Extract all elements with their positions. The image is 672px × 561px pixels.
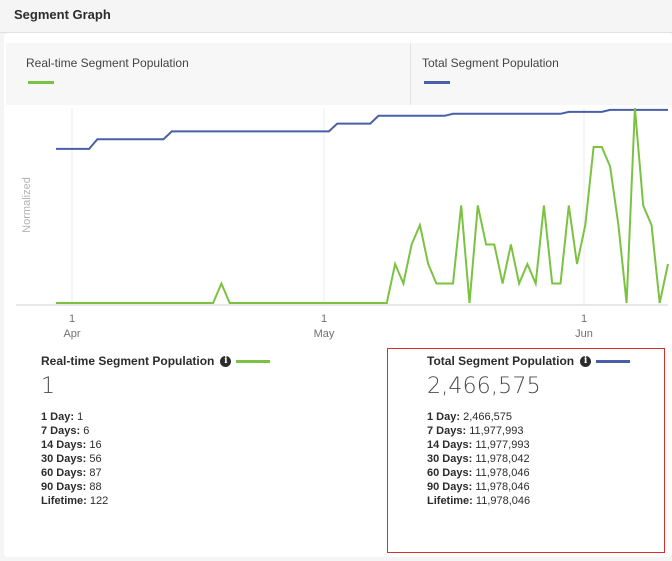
legend-divider: [410, 43, 411, 105]
panel-title: Segment Graph: [14, 7, 111, 22]
panel-header: Segment Graph: [0, 0, 672, 33]
stat-row: Lifetime: 122: [41, 495, 109, 507]
stat-row: 60 Days: 87: [41, 467, 102, 479]
stat-row: 14 Days: 16: [41, 439, 102, 451]
segment-graph-card: [4, 33, 672, 557]
legend-item-realtime[interactable]: Real-time Segment Population: [6, 43, 410, 105]
stat-row: 90 Days: 88: [41, 481, 102, 493]
stat-row: 7 Days: 6: [41, 425, 90, 437]
stat-row: 7 Days: 11,977,993: [427, 425, 524, 437]
legend-label-realtime: Real-time Segment Population: [26, 56, 189, 70]
stat-row: 30 Days: 11,978,042: [427, 453, 530, 465]
stat-row: 1 Day: 1: [41, 411, 84, 423]
stat-title-total: Total Segment Population i: [427, 354, 631, 368]
stat-title-total-text: Total Segment Population: [427, 354, 575, 368]
y-axis-label: Normalized: [21, 177, 33, 233]
stat-title-realtime: Real-time Segment Population i: [41, 354, 271, 368]
line-chart: Normalized 1 Apr 1 May 1 Jun: [16, 107, 669, 340]
stat-row: 30 Days: 56: [41, 453, 102, 465]
series-line-total: [56, 108, 668, 150]
x-tick-day: 1: [321, 313, 327, 325]
info-icon[interactable]: i: [220, 355, 232, 367]
stat-rows-realtime: 1 Day: 1 7 Days: 6 14 Days: 16 30 Days: …: [41, 410, 270, 508]
stat-line-swatch-total: [596, 359, 631, 363]
stat-value-realtime: 1: [41, 374, 56, 399]
x-tick-month: Jun: [575, 328, 593, 340]
stat-row: 90 Days: 11,978,046: [427, 481, 530, 493]
stat-row: 1 Day: 2,466,575: [427, 411, 513, 423]
legend-item-total[interactable]: Total Segment Population: [411, 43, 672, 105]
stats-realtime: Real-time Segment Population i 1 1 Day: …: [41, 354, 271, 508]
chart-legend: Real-time Segment Population Total Segme…: [6, 43, 672, 105]
x-tick-month: May: [314, 328, 335, 340]
stat-value-total: 2,466,575: [427, 374, 541, 399]
stat-rows-total: 1 Day: 2,466,575 7 Days: 11,977,993 14 D…: [427, 410, 630, 508]
stat-row: 60 Days: 11,978,046: [427, 467, 530, 479]
stat-row: 14 Days: 11,977,993: [427, 439, 530, 451]
highlight-box: [387, 348, 665, 553]
stats-total: Total Segment Population i 2,466,575 1 D…: [427, 354, 631, 508]
legend-label-total: Total Segment Population: [422, 56, 559, 70]
info-icon[interactable]: i: [580, 355, 592, 367]
x-tick-day: 1: [69, 313, 75, 325]
stat-line-swatch-realtime: [236, 359, 271, 363]
x-tick-month: Apr: [63, 328, 80, 340]
legend-swatch-realtime: [28, 81, 54, 84]
legend-swatch-total: [424, 81, 450, 84]
stat-row: Lifetime: 11,978,046: [427, 495, 531, 507]
series-line-realtime: [56, 107, 669, 304]
stat-title-realtime-text: Real-time Segment Population: [41, 354, 215, 368]
x-tick-day: 1: [581, 313, 587, 325]
